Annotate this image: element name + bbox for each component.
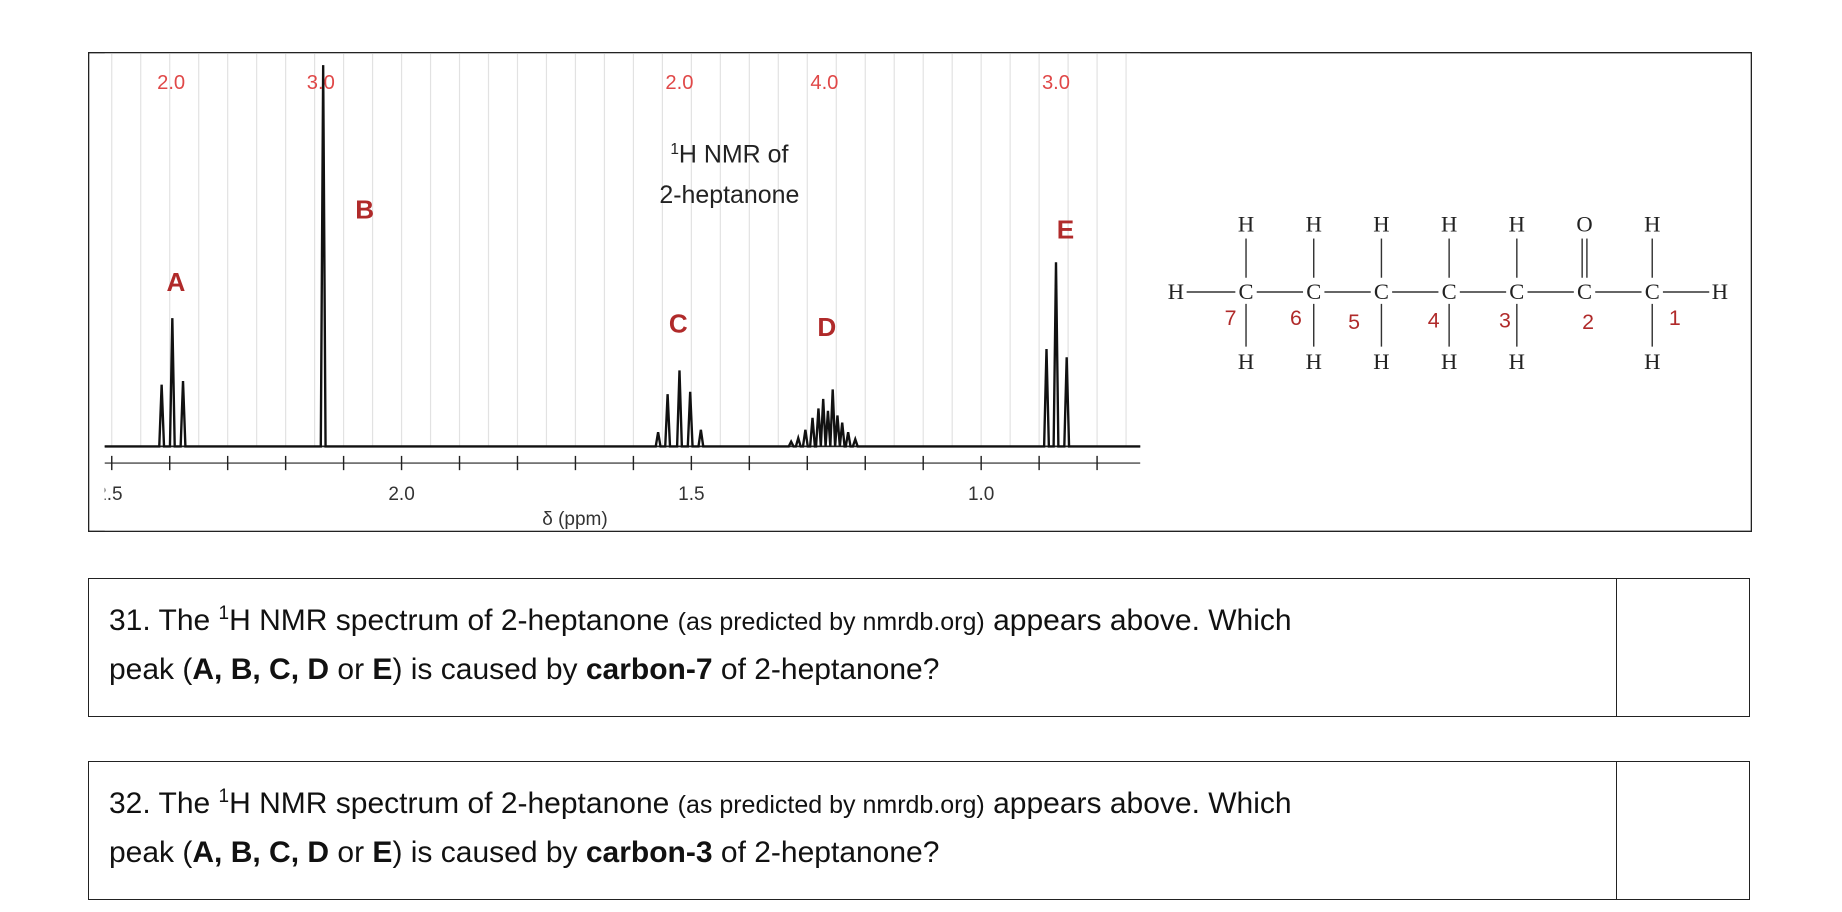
integration-label: 4.0 [810, 72, 838, 94]
carbon-number: 4 [1428, 309, 1440, 333]
integration-label: 3.0 [307, 72, 335, 94]
carbon-number: 5 [1348, 310, 1360, 334]
question: 32. The 1H NMR spectrum of 2-heptanone (… [88, 761, 1750, 900]
atom-label: H [1644, 349, 1660, 374]
atom-label: C [1374, 279, 1389, 304]
atom-label: C [1645, 279, 1660, 304]
atom-label: C [1239, 279, 1254, 304]
atom-label: H [1373, 211, 1389, 236]
x-tick-label: 1.0 [968, 484, 994, 505]
question: 31. The 1H NMR spectrum of 2-heptanone (… [88, 578, 1750, 717]
atom-label: C [1306, 279, 1321, 304]
peak-label: E [1057, 215, 1074, 245]
carbon-number: 1 [1669, 306, 1681, 330]
atom-label: H [1306, 349, 1322, 374]
carbon-number: 6 [1290, 306, 1302, 330]
carbon-number: 3 [1499, 309, 1511, 333]
atom-label: H [1373, 349, 1389, 374]
figure: 2.5 2.0 1.5 1.0 2.0 3.0 2.0 4.0 3.0 A B C D E 1H NMR … [88, 52, 1752, 532]
atom-label: C [1577, 279, 1592, 304]
atom-label: H [1441, 211, 1457, 236]
integration-label: 2.0 [157, 72, 185, 94]
atom-label: O [1576, 211, 1592, 236]
peak-label: A [166, 267, 185, 297]
atom-label: H [1509, 349, 1525, 374]
atom-label: C [1509, 279, 1524, 304]
peak-label: D [817, 312, 836, 342]
atom-label: H [1168, 279, 1184, 304]
atom-label: H [1509, 211, 1525, 236]
atom-label: H [1712, 279, 1728, 304]
peak-label: B [355, 194, 374, 224]
x-tick-label: 2.0 [388, 484, 414, 505]
atom-label: H [1238, 349, 1254, 374]
atom-label: H [1644, 211, 1660, 236]
atom-label: C [1442, 279, 1457, 304]
spectrum-title: 1H NMR of [670, 141, 788, 169]
x-tick-label: 2.5 [96, 484, 122, 505]
peak-label: C [669, 308, 688, 338]
answer-box[interactable] [1617, 762, 1749, 899]
atom-label: H [1238, 211, 1254, 236]
atom-label: H [1306, 211, 1322, 236]
spectrum-trace [104, 65, 1141, 448]
atom-label: H [1441, 349, 1457, 374]
integration-label: 3.0 [1042, 72, 1070, 94]
question-text: 32. The 1H NMR spectrum of 2-heptanone (… [89, 762, 1617, 899]
x-tick-label: 1.5 [678, 484, 704, 505]
x-axis-label: δ (ppm) [542, 509, 607, 530]
carbon-number: 7 [1225, 306, 1237, 330]
integration-label: 2.0 [665, 72, 693, 94]
spectrum-title: 2-heptanone [659, 181, 799, 209]
carbon-number: 2 [1582, 310, 1594, 334]
question-text: 31. The 1H NMR spectrum of 2-heptanone (… [89, 579, 1617, 716]
answer-box[interactable] [1617, 579, 1749, 716]
spectrum: 2.5 2.0 1.5 1.0 2.0 3.0 2.0 4.0 3.0 A B C D E [96, 53, 1141, 531]
spectrum-background [104, 53, 1141, 531]
